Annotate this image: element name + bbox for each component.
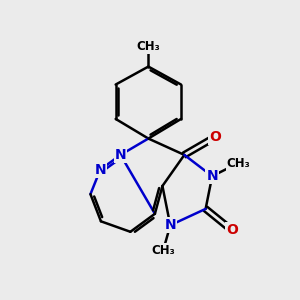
Text: CH₃: CH₃ <box>136 40 160 53</box>
Text: N: N <box>94 163 106 177</box>
Text: N: N <box>206 169 218 183</box>
Text: CH₃: CH₃ <box>151 244 175 257</box>
Text: O: O <box>209 130 221 144</box>
Text: O: O <box>226 223 238 237</box>
Text: N: N <box>164 218 176 232</box>
Text: N: N <box>115 148 126 162</box>
Text: CH₃: CH₃ <box>226 157 250 169</box>
